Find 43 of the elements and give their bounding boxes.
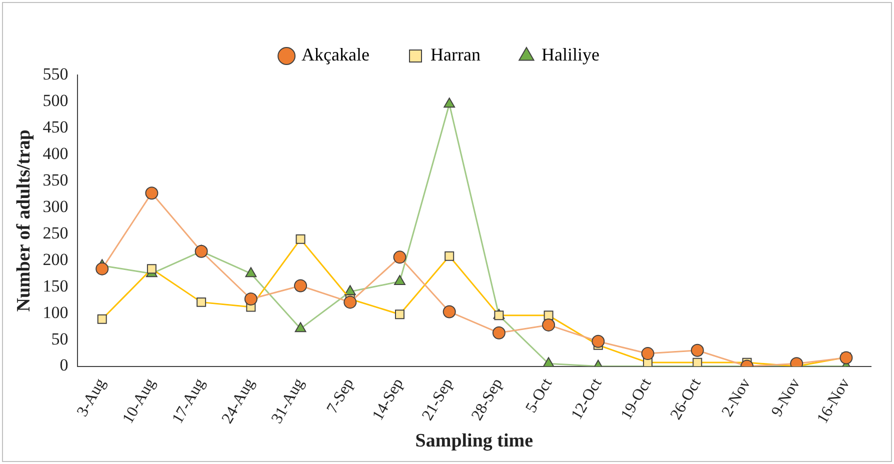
point [194,244,208,258]
point [592,334,605,348]
point [393,250,406,264]
y-tick-label: 100 [42,302,68,322]
point [641,347,654,360]
y-tick-label: 50 [51,329,68,348]
point [96,262,109,276]
x-axis-title: Sampling time [415,430,533,452]
point [344,296,357,309]
y-axis-title: Number of adults/trap [13,129,34,312]
y-tick-label: 200 [42,250,68,269]
point [690,344,704,357]
legend-label: Akçakale [302,44,370,65]
y-tick-label: 550 [42,64,68,84]
y-tick-label: 0 [60,356,68,375]
point [394,275,406,286]
point [245,267,257,278]
point [395,310,404,320]
y-tick-label: 150 [42,276,68,296]
legend-label: Harran [430,44,480,65]
y-tick-label: 350 [42,170,68,190]
point [146,264,156,274]
y-tick-label: 500 [42,90,68,110]
point [97,314,107,324]
y-tick-label: 400 [42,144,68,163]
point [145,186,158,200]
point [542,318,556,332]
point [296,234,306,244]
point [444,251,454,261]
y-tick-label: 450 [42,117,68,136]
y-tick-label: 300 [42,196,68,216]
point [244,292,258,306]
point [494,310,504,320]
point [492,326,506,340]
point [840,351,853,364]
point [442,305,456,318]
legend-label: Haliliye [541,44,600,65]
point [544,310,554,320]
point [444,98,456,108]
point [196,297,206,307]
y-tick-label: 250 [42,223,68,242]
point [294,279,308,292]
point [294,322,306,332]
